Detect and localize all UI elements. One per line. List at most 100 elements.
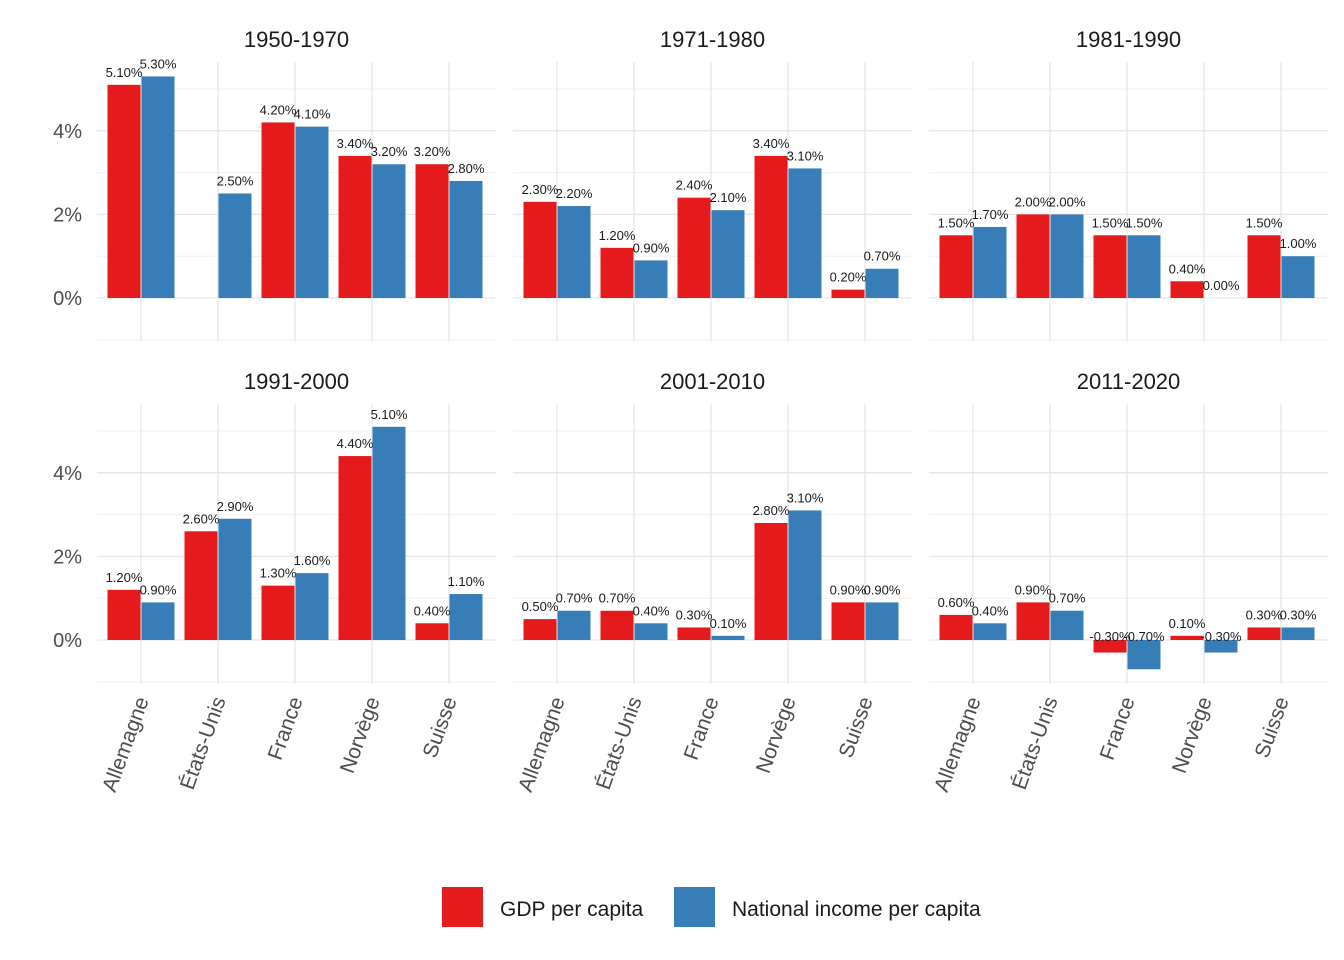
bar-value-label: 0.40% xyxy=(1169,261,1206,276)
bar-value-label: 1.00% xyxy=(1280,236,1317,251)
panel-title-1971-1980: 1971-1980 xyxy=(660,27,765,52)
bar-value-label: 1.30% xyxy=(260,566,297,581)
bar-value-label: 1.20% xyxy=(599,228,636,243)
bar-value-label: 3.40% xyxy=(753,136,790,151)
bar-income-1971-1980-2 xyxy=(711,210,745,298)
bar-value-label: 1.50% xyxy=(1246,215,1283,230)
y-tick-label: 0% xyxy=(53,630,82,652)
bar-gdp-1950-1970-4 xyxy=(415,164,449,298)
bar-income-1981-1990-0 xyxy=(973,226,1007,298)
bar-income-2011-2020-2 xyxy=(1127,640,1161,670)
x-tick-label: Suisse xyxy=(1251,694,1294,761)
bar-income-1981-1990-2 xyxy=(1127,235,1161,298)
bar-gdp-1981-1990-2 xyxy=(1093,235,1127,298)
bar-income-1991-2000-1 xyxy=(218,518,252,640)
bar-gdp-2001-2010-4 xyxy=(831,602,865,640)
bar-value-label: -0.30% xyxy=(1089,629,1131,644)
bar-value-label: 0.70% xyxy=(599,591,636,606)
bar-value-label: 0.00% xyxy=(1203,278,1240,293)
bar-gdp-1991-2000-2 xyxy=(261,585,295,640)
bar-gdp-2001-2010-1 xyxy=(600,610,634,640)
bar-gdp-1981-1990-4 xyxy=(1247,235,1281,298)
bar-income-1991-2000-2 xyxy=(295,573,329,640)
bar-value-label: 1.70% xyxy=(972,207,1009,222)
bar-gdp-1981-1990-1 xyxy=(1016,214,1050,298)
legend-swatch-income xyxy=(674,887,715,927)
panel-title-2001-2010: 2001-2010 xyxy=(660,369,765,394)
bar-income-2001-2010-4 xyxy=(865,602,899,640)
x-tick-label: Suisse xyxy=(835,694,878,761)
bar-gdp-1971-1980-4 xyxy=(831,289,865,298)
bar-gdp-2011-2020-1 xyxy=(1016,602,1050,640)
bar-gdp-1950-1970-0 xyxy=(107,84,141,298)
bar-value-label: 0.10% xyxy=(710,616,747,631)
bar-gdp-1971-1980-0 xyxy=(523,201,557,298)
bar-value-label: 4.20% xyxy=(260,102,297,117)
bar-value-label: 2.50% xyxy=(217,174,254,189)
bar-income-1950-1970-1 xyxy=(218,193,252,298)
bar-value-label: 0.10% xyxy=(1169,616,1206,631)
bar-gdp-2011-2020-3 xyxy=(1170,635,1204,640)
bar-income-2001-2010-0 xyxy=(557,610,591,640)
panel-title-1950-1970: 1950-1970 xyxy=(244,27,349,52)
bar-income-1950-1970-4 xyxy=(449,180,483,298)
bar-gdp-1950-1970-2 xyxy=(261,122,295,298)
bar-income-1981-1990-4 xyxy=(1281,256,1315,298)
bar-income-2011-2020-3 xyxy=(1204,640,1238,653)
bar-value-label: 4.10% xyxy=(294,107,331,122)
bar-value-label: 0.90% xyxy=(830,582,867,597)
bar-income-1981-1990-1 xyxy=(1050,214,1084,298)
bar-value-label: 2.00% xyxy=(1049,194,1086,209)
y-tick-label: 2% xyxy=(53,546,82,568)
bar-gdp-1971-1980-2 xyxy=(677,197,711,298)
bar-value-label: 2.40% xyxy=(676,178,713,193)
bar-income-2001-2010-3 xyxy=(788,510,822,640)
bar-income-1991-2000-3 xyxy=(372,426,406,640)
bar-value-label: 5.10% xyxy=(106,65,143,80)
bar-income-2001-2010-2 xyxy=(711,635,745,640)
bar-gdp-1981-1990-3 xyxy=(1170,281,1204,298)
bar-value-label: 2.60% xyxy=(183,511,220,526)
x-tick-label: Norvège xyxy=(752,694,801,776)
bar-income-2001-2010-1 xyxy=(634,623,668,640)
bar-value-label: 5.10% xyxy=(371,407,408,422)
bar-gdp-1981-1990-0 xyxy=(939,235,973,298)
x-tick-label: Norvège xyxy=(1168,694,1217,776)
bar-gdp-1971-1980-3 xyxy=(754,155,788,298)
bar-value-label: 0.30% xyxy=(676,607,713,622)
bar-value-label: 1.60% xyxy=(294,553,331,568)
bar-value-label: 5.30% xyxy=(140,56,177,71)
bar-value-label: 0.20% xyxy=(830,270,867,285)
bar-income-1971-1980-1 xyxy=(634,260,668,298)
bar-gdp-1950-1970-3 xyxy=(338,155,372,298)
bar-gdp-1991-2000-1 xyxy=(184,531,218,640)
bar-value-label: 0.90% xyxy=(864,582,901,597)
bar-value-label: 0.90% xyxy=(633,240,670,255)
x-tick-label: États-Unis xyxy=(176,694,231,793)
bar-value-label: 2.80% xyxy=(753,503,790,518)
bar-value-label: 0.70% xyxy=(864,249,901,264)
bar-income-1991-2000-4 xyxy=(449,594,483,640)
y-tick-label: 0% xyxy=(53,288,82,310)
x-tick-label: Norvège xyxy=(336,694,385,776)
bar-value-label: 2.30% xyxy=(522,182,559,197)
bar-gdp-1991-2000-0 xyxy=(107,589,141,640)
bar-value-label: 0.90% xyxy=(1015,582,1052,597)
bar-value-label: 0.40% xyxy=(633,603,670,618)
bar-income-1991-2000-0 xyxy=(141,602,175,640)
bar-value-label: 2.10% xyxy=(710,190,747,205)
bar-value-label: 4.40% xyxy=(337,436,374,451)
bar-value-label: 2.90% xyxy=(217,499,254,514)
bar-value-label: 1.50% xyxy=(1126,215,1163,230)
bar-value-label: 0.30% xyxy=(1246,607,1283,622)
x-tick-label: Suisse xyxy=(419,694,462,761)
x-tick-label: Allemagne xyxy=(514,694,570,795)
bar-value-label: 3.10% xyxy=(787,148,824,163)
bar-value-label: 0.30% xyxy=(1280,607,1317,622)
bar-gdp-2011-2020-0 xyxy=(939,614,973,640)
bar-value-label: 1.10% xyxy=(448,574,485,589)
x-tick-label: France xyxy=(680,694,724,763)
bar-gdp-1991-2000-4 xyxy=(415,623,449,640)
bar-value-label: 0.50% xyxy=(522,599,559,614)
